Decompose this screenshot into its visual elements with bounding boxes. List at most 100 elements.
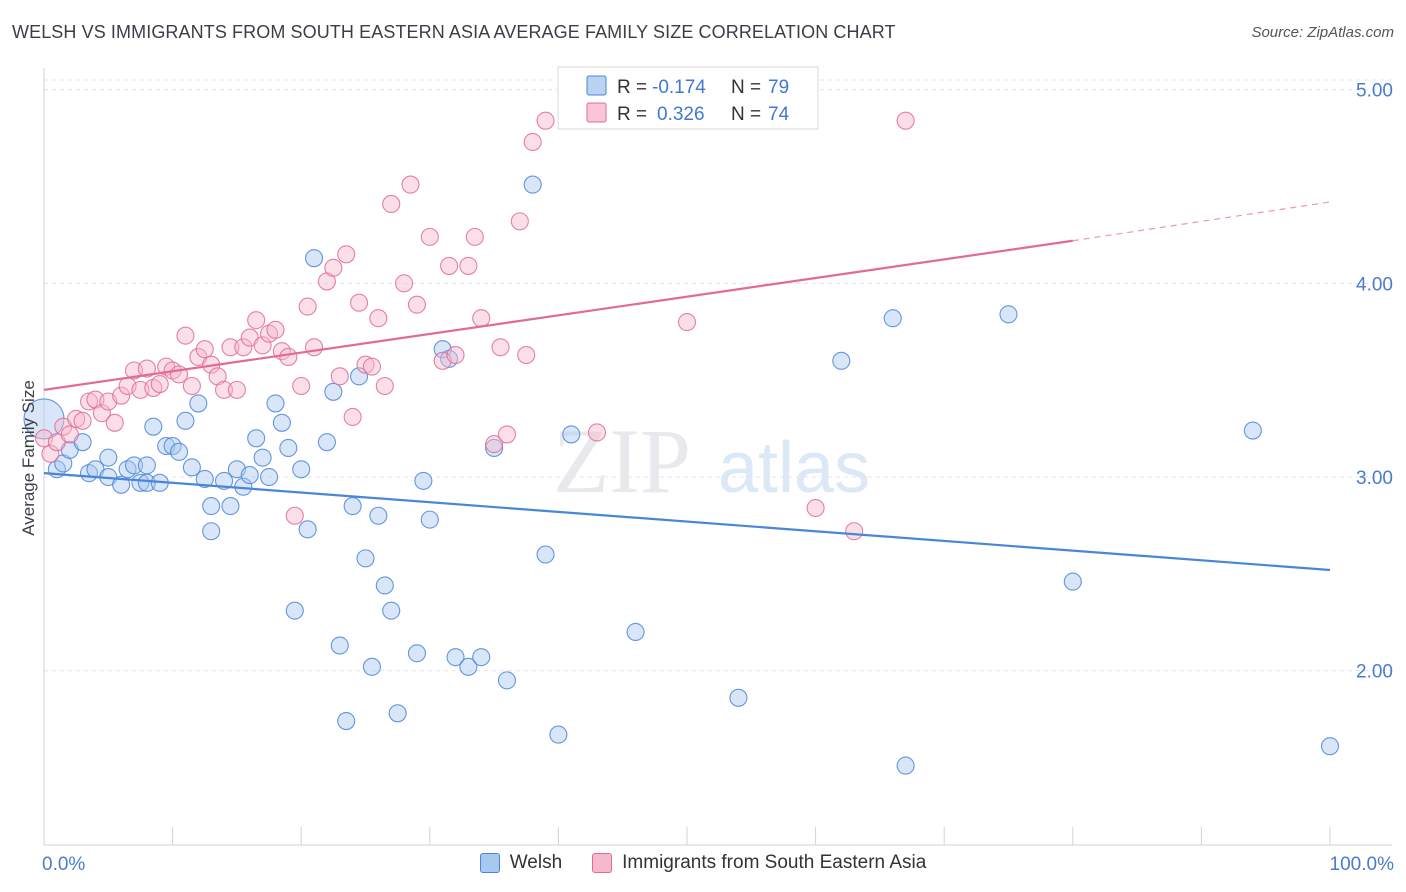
point-welsh-36 [279, 438, 298, 458]
point-sea-30 [227, 380, 246, 399]
point-welsh-63 [523, 175, 542, 194]
point-welsh-20 [176, 411, 195, 430]
point-welsh-27 [221, 497, 240, 516]
point-sea-67 [510, 212, 529, 231]
point-sea-1 [41, 444, 60, 463]
point-welsh-73 [999, 305, 1018, 324]
point-sea-4 [60, 425, 79, 444]
point-welsh-26 [214, 471, 234, 490]
point-sea-49 [356, 355, 375, 374]
point-welsh-59 [459, 657, 478, 676]
point-sea-47 [343, 407, 362, 427]
point-welsh-9 [112, 475, 131, 494]
point-sea-22 [176, 326, 195, 345]
point-welsh-50 [375, 576, 394, 595]
stats-r-value-welsh: -0.174 [652, 77, 706, 98]
point-sea-9 [92, 404, 111, 423]
point-sea-28 [214, 380, 234, 399]
point-sea-75 [896, 111, 915, 130]
point-welsh-38 [292, 460, 311, 479]
point-welsh-48 [362, 657, 381, 676]
point-welsh-35 [272, 413, 291, 432]
point-sea-42 [305, 338, 324, 357]
point-sea-68 [517, 345, 536, 365]
point-welsh-52 [388, 704, 407, 723]
point-welsh-19 [169, 442, 189, 461]
point-sea-51 [369, 309, 388, 328]
point-sea-61 [459, 256, 478, 275]
legend-swatch-welsh [479, 853, 500, 873]
point-sea-23 [182, 376, 201, 396]
point-welsh-42 [324, 382, 343, 401]
point-welsh-71 [883, 309, 902, 328]
point-sea-60 [446, 345, 465, 365]
axes [43, 68, 1392, 846]
legend-label-welsh: Welsh [509, 852, 563, 873]
point-sea-71 [587, 423, 607, 442]
point-welsh-12 [131, 473, 150, 492]
point-sea-70 [536, 111, 555, 130]
point-welsh-69 [729, 688, 748, 707]
point-welsh-46 [350, 367, 369, 386]
point-sea-52 [375, 376, 394, 396]
stats-n-value-welsh: 79 [768, 77, 789, 98]
legend-item-sea[interactable]: Immigrants from South Eastern Asia [592, 852, 926, 874]
point-sea-64 [485, 435, 504, 454]
point-welsh-75 [1243, 421, 1262, 440]
point-welsh-41 [317, 433, 336, 452]
point-welsh-72 [896, 756, 915, 775]
point-welsh-0 [23, 398, 65, 440]
trend-line-welsh [43, 472, 1331, 572]
y-tick-label-2: 4.00 [1356, 274, 1393, 295]
y-axis-title: Average Family Size [19, 380, 38, 536]
point-welsh-40 [305, 249, 324, 268]
point-welsh-64 [536, 545, 555, 564]
point-sea-74 [845, 522, 864, 541]
x-tick-label-min: 0.0% [42, 854, 85, 875]
data-points [23, 80, 1340, 775]
point-sea-65 [491, 338, 510, 357]
point-sea-33 [247, 311, 266, 330]
y-tick-label-1: 3.00 [1356, 468, 1393, 489]
point-sea-72 [677, 313, 697, 332]
watermark-atlas: atlas [718, 428, 870, 508]
stats-legend: R = -0.174 N = 79 R = 0.326 N = 74 [557, 66, 819, 130]
point-sea-18 [150, 375, 169, 394]
chart-title: WELSH VS IMMIGRANTS FROM SOUTH EASTERN A… [12, 22, 896, 42]
legend-swatch-sea [592, 853, 613, 873]
stats-r-label-welsh: R = [617, 77, 652, 98]
source-credit: Source: ZipAtlas.com [1251, 24, 1394, 41]
point-sea-45 [330, 367, 349, 386]
point-welsh-51 [382, 601, 401, 620]
stats-n-label-welsh: N = [731, 77, 766, 98]
x-tick-label-max: 100.0% [1330, 854, 1395, 875]
point-sea-7 [79, 392, 99, 411]
point-welsh-74 [1063, 572, 1082, 591]
point-welsh-66 [562, 425, 581, 444]
point-sea-12 [112, 386, 131, 405]
point-welsh-8 [99, 448, 118, 467]
point-sea-6 [73, 411, 92, 430]
point-welsh-24 [202, 497, 221, 516]
watermark-zip: ZIP [553, 410, 691, 512]
point-welsh-53 [407, 644, 426, 663]
point-welsh-37 [285, 601, 304, 620]
point-sea-25 [195, 340, 214, 359]
point-welsh-70 [832, 351, 851, 370]
point-welsh-61 [485, 438, 504, 458]
point-sea-66 [497, 425, 517, 444]
point-sea-38 [279, 347, 298, 366]
point-welsh-62 [497, 671, 517, 690]
point-welsh-44 [337, 712, 356, 731]
point-sea-11 [105, 413, 124, 432]
grid-lines [44, 79, 1392, 672]
point-sea-55 [401, 175, 420, 194]
point-welsh-76 [1320, 737, 1340, 756]
point-sea-73 [806, 498, 825, 518]
y-tick-label-0: 2.00 [1356, 662, 1393, 683]
point-welsh-39 [298, 520, 317, 539]
series-legend: Welsh Immigrants from South Eastern Asia [0, 852, 1406, 874]
point-sea-40 [292, 376, 311, 396]
legend-item-welsh[interactable]: Welsh [479, 852, 563, 874]
